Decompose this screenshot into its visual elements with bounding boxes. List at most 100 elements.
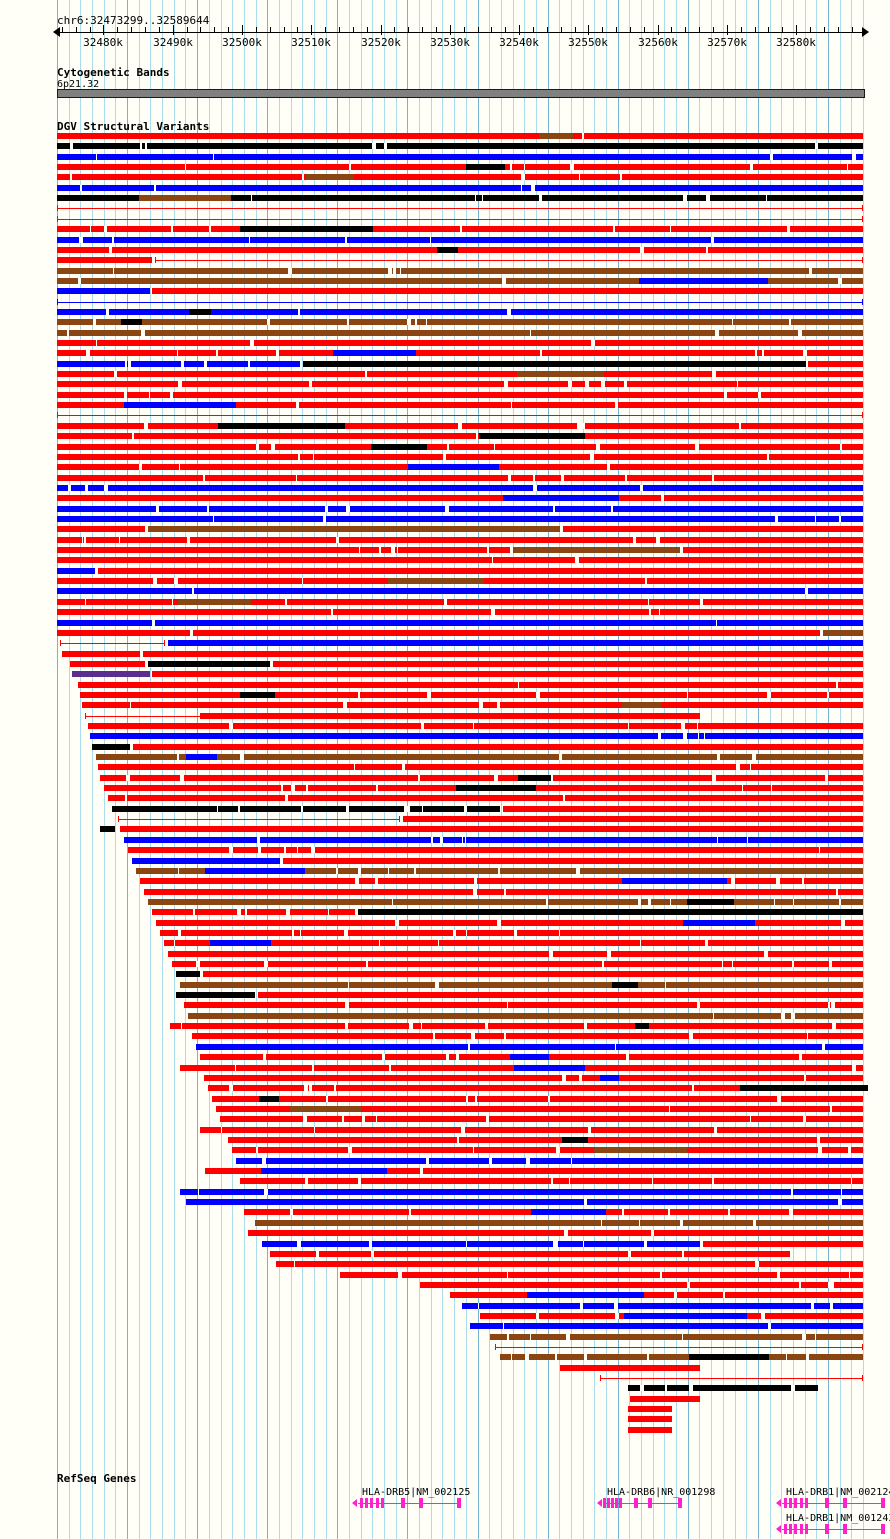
variant-segment[interactable] [57, 381, 863, 388]
variant-segment[interactable] [160, 929, 863, 936]
gene-exon[interactable] [784, 1524, 787, 1534]
variant-segment[interactable] [57, 609, 863, 616]
gene-exon[interactable] [457, 1498, 461, 1508]
variant-accent[interactable] [510, 1054, 549, 1061]
variant-accent[interactable] [466, 164, 505, 171]
gene-exon[interactable] [789, 1498, 792, 1508]
variant-accent[interactable] [328, 1219, 461, 1226]
variant-accent[interactable] [261, 1168, 387, 1174]
gene-exon[interactable] [789, 1524, 792, 1534]
variant-segment[interactable] [57, 629, 190, 636]
variant-segment[interactable] [203, 971, 863, 978]
variant-accent[interactable] [388, 578, 484, 584]
variant-accent[interactable] [240, 226, 373, 233]
variant-segment[interactable] [403, 816, 863, 823]
gene-exon[interactable] [881, 1524, 885, 1534]
variant-segment[interactable] [120, 826, 863, 833]
variant-segment[interactable] [168, 640, 863, 647]
variant-segment[interactable] [216, 1105, 863, 1112]
variant-segment[interactable] [212, 1095, 863, 1102]
variant-segment[interactable] [82, 702, 863, 709]
variant-accent[interactable] [635, 1023, 649, 1030]
gene-exon[interactable] [794, 1524, 797, 1534]
variant-segment[interactable] [57, 195, 863, 202]
variant-segment[interactable] [450, 1292, 863, 1299]
variant-hairline[interactable] [57, 415, 863, 417]
variant-hairline[interactable] [118, 819, 400, 821]
variant-segment[interactable] [90, 733, 863, 740]
gene-exon[interactable] [805, 1498, 808, 1508]
variant-segment[interactable] [78, 681, 863, 688]
gene-exon[interactable] [800, 1524, 803, 1534]
variant-accent[interactable] [124, 402, 236, 409]
gene-exon[interactable] [784, 1498, 787, 1508]
variant-segment[interactable] [57, 133, 863, 139]
coordinate-ruler[interactable]: chr6:32473299..32589644 32480k 32490k 3250… [0, 0, 890, 60]
variant-segment[interactable] [57, 484, 863, 491]
variant-segment[interactable] [248, 1230, 863, 1237]
variant-hairline[interactable] [600, 1378, 863, 1379]
gene-exon[interactable] [611, 1498, 614, 1508]
variant-hairline[interactable] [57, 208, 863, 210]
variant-segment[interactable] [628, 1426, 672, 1433]
variant-segment[interactable] [57, 557, 863, 564]
variant-segment[interactable] [513, 547, 680, 553]
variant-accent[interactable] [539, 133, 573, 139]
variant-hairline[interactable] [495, 1347, 863, 1348]
variant-segment[interactable] [57, 288, 150, 295]
variant-segment[interactable] [176, 992, 255, 998]
variant-segment[interactable] [200, 1126, 863, 1133]
variant-segment[interactable] [236, 1157, 863, 1164]
variant-segment[interactable] [57, 236, 863, 243]
variant-accent[interactable] [687, 898, 734, 905]
variant-segment[interactable] [420, 1281, 863, 1288]
variant-segment[interactable] [57, 371, 863, 377]
variant-segment[interactable] [57, 267, 863, 274]
variant-accent[interactable] [622, 702, 661, 709]
gene-exon[interactable] [619, 1498, 622, 1508]
variant-segment[interactable] [172, 961, 863, 967]
gene-exon[interactable] [381, 1498, 384, 1508]
gene-exon[interactable] [825, 1498, 829, 1508]
variant-segment[interactable] [62, 650, 140, 657]
variant-accent[interactable] [218, 422, 345, 429]
gene-exon[interactable] [360, 1498, 363, 1508]
variant-segment[interactable] [57, 598, 863, 605]
variant-segment[interactable] [148, 660, 270, 667]
variant-segment[interactable] [148, 898, 863, 905]
variant-accent[interactable] [514, 1064, 585, 1071]
variant-accent[interactable] [527, 1292, 644, 1299]
gene-exon[interactable] [843, 1524, 847, 1534]
variant-segment[interactable] [57, 319, 863, 326]
variant-accent[interactable] [437, 246, 458, 253]
variant-segment[interactable] [255, 1219, 863, 1226]
variant-segment[interactable] [72, 671, 150, 678]
gene-exon[interactable] [376, 1498, 379, 1508]
variant-segment[interactable] [144, 888, 863, 895]
variant-segment[interactable] [57, 453, 863, 460]
variant-segment[interactable] [57, 526, 145, 533]
variant-segment[interactable] [57, 277, 863, 284]
variant-segment[interactable] [560, 1364, 700, 1371]
variant-segment[interactable] [152, 671, 863, 678]
variant-segment[interactable] [168, 950, 863, 957]
variant-segment[interactable] [57, 246, 863, 253]
variant-segment[interactable] [500, 1354, 863, 1361]
gene-exon[interactable] [678, 1498, 682, 1508]
variant-accent[interactable] [333, 350, 416, 357]
variant-segment[interactable] [112, 805, 500, 812]
variant-accent[interactable] [624, 1312, 747, 1319]
variant-segment[interactable] [220, 1116, 863, 1123]
variant-accent[interactable] [503, 495, 619, 502]
variant-accent[interactable] [189, 308, 211, 315]
variant-accent[interactable] [740, 1085, 868, 1092]
variant-segment[interactable] [823, 629, 863, 636]
variant-segment[interactable] [57, 143, 863, 150]
variant-segment[interactable] [270, 1250, 790, 1257]
variant-accent[interactable] [518, 774, 551, 781]
variant-accent[interactable] [121, 319, 142, 326]
variant-segment[interactable] [186, 1199, 863, 1205]
variant-segment[interactable] [192, 1033, 863, 1040]
variant-accent[interactable] [693, 1385, 777, 1392]
